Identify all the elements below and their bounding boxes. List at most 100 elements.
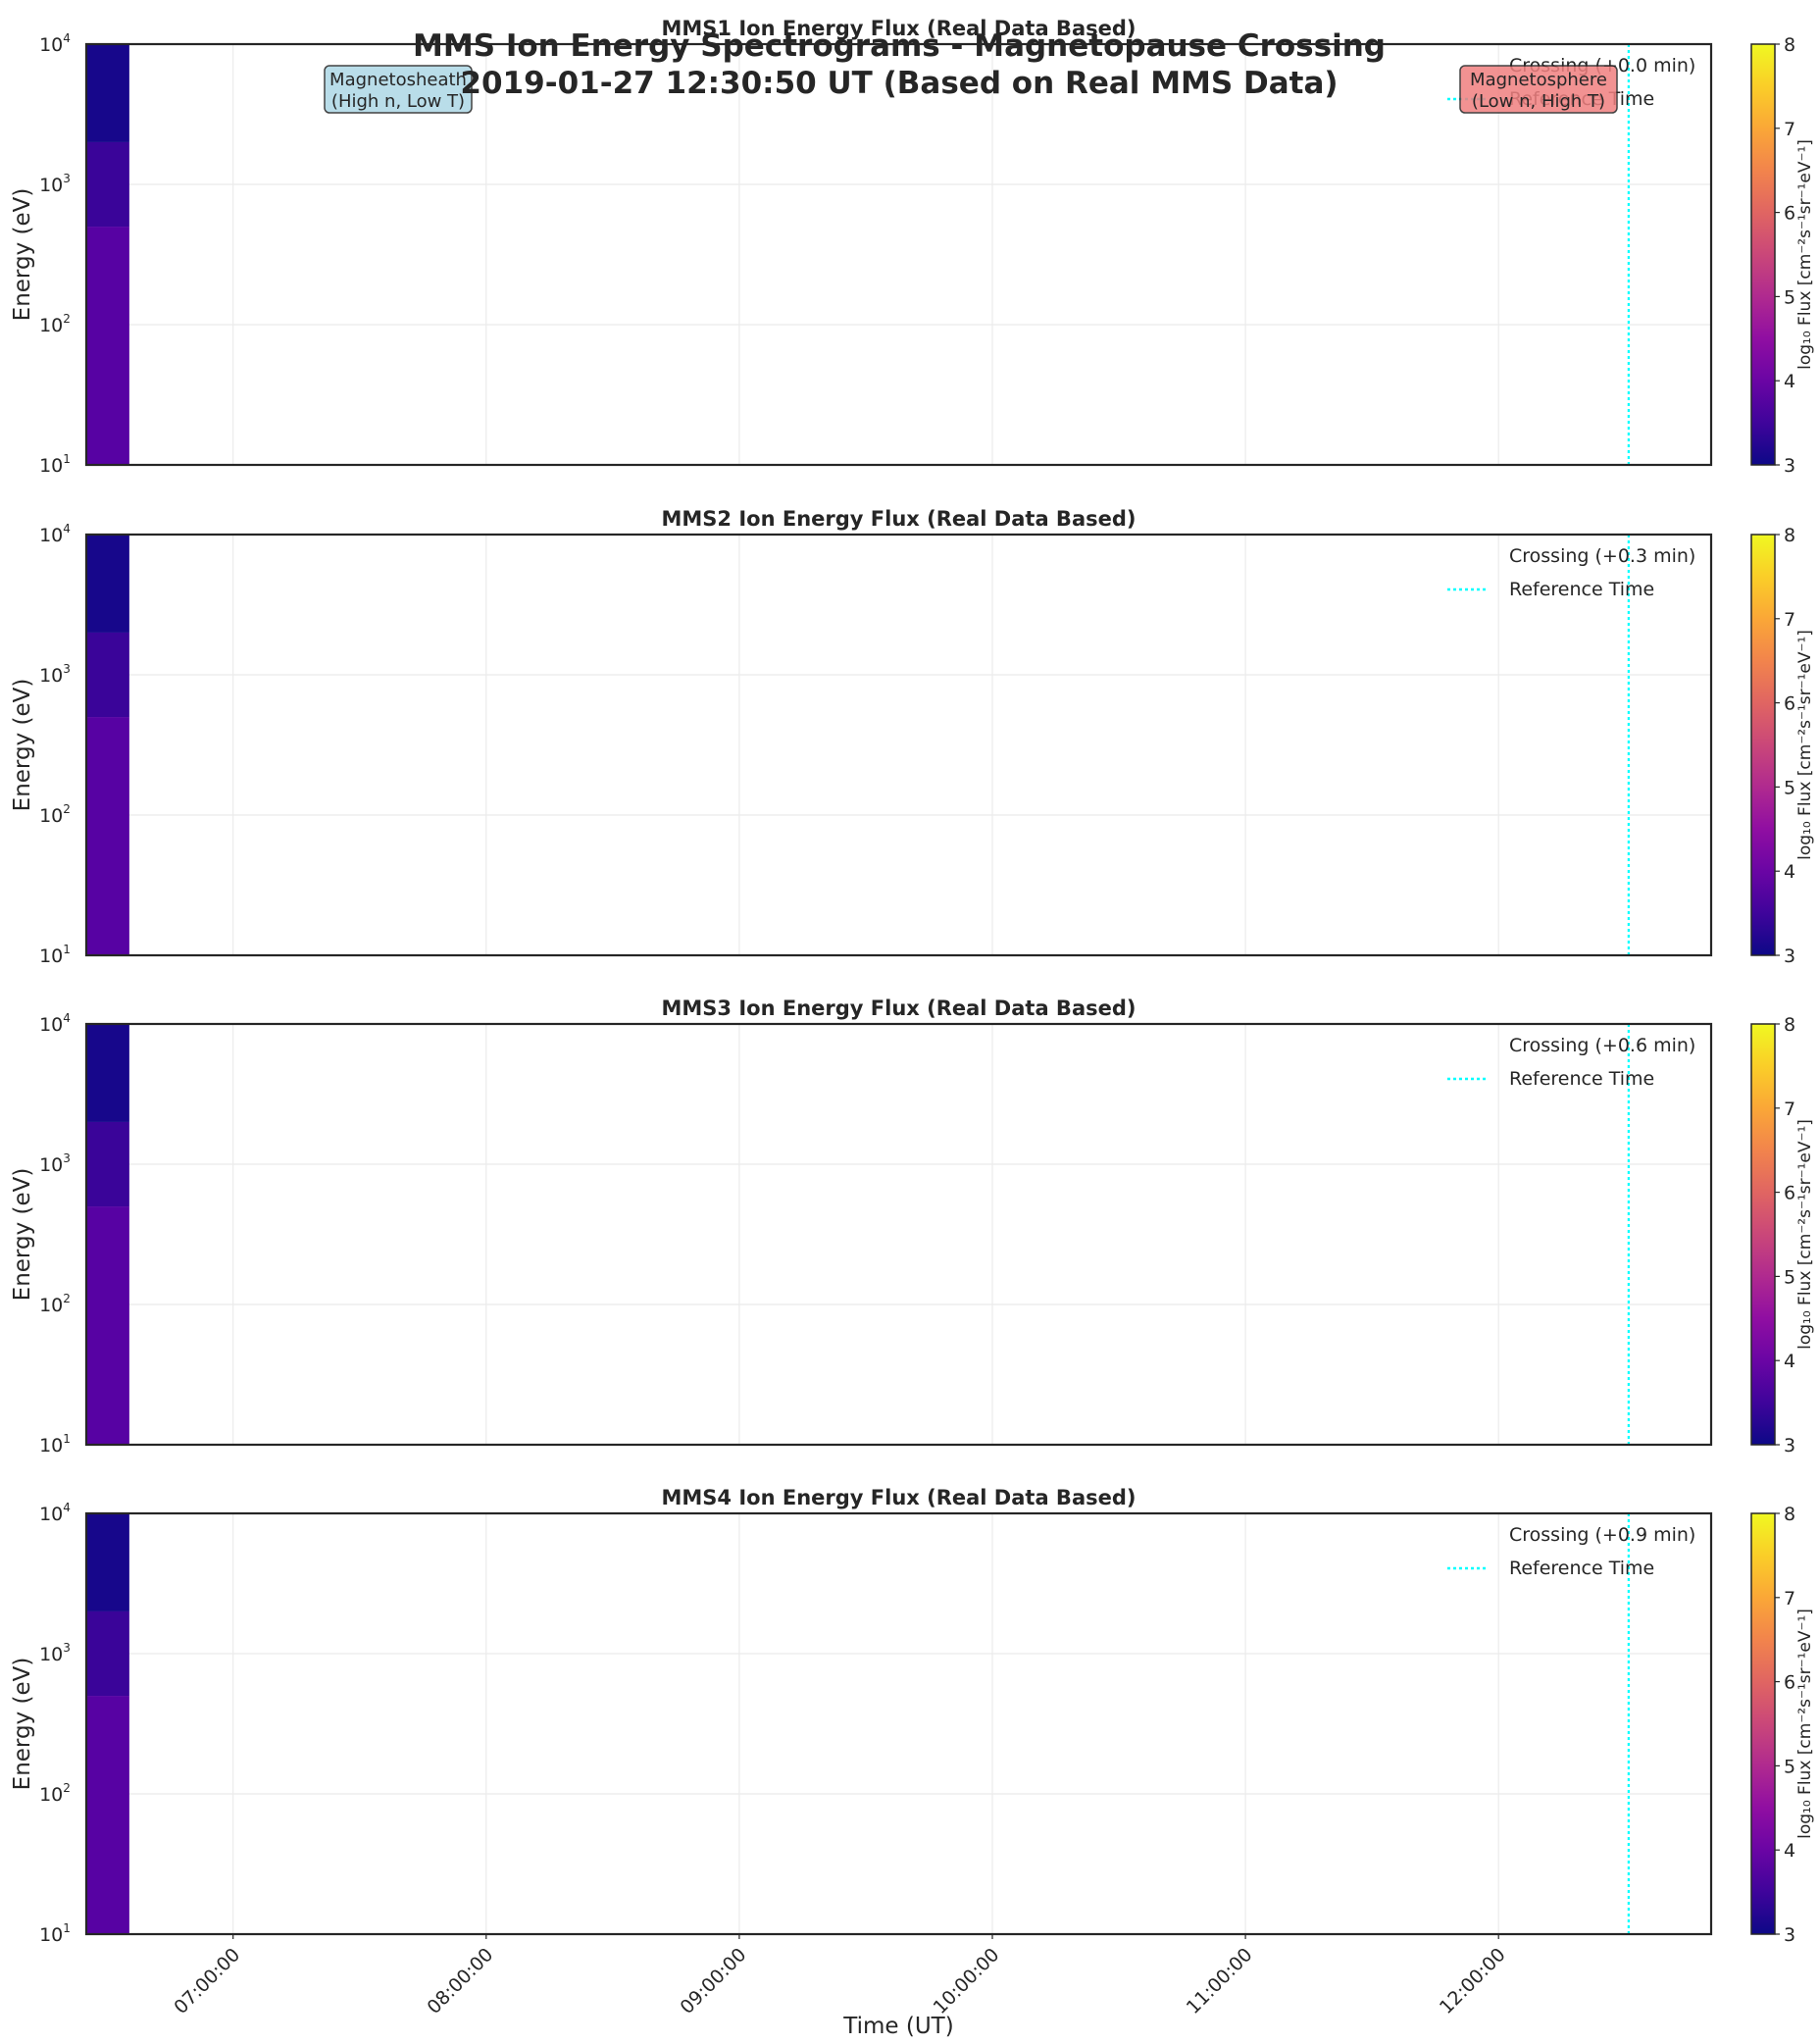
y-tick-label: 101 — [39, 452, 71, 477]
colorbar-tick-label: 8 — [1784, 34, 1795, 56]
y-tick-exponent: 3 — [63, 172, 71, 185]
y-tick-exponent: 3 — [63, 1641, 71, 1655]
y-tick-exponent: 4 — [63, 522, 71, 536]
colorbar-tick-label: 8 — [1784, 525, 1795, 546]
colorbar-tick-label: 5 — [1784, 1756, 1795, 1777]
y-tick-base: 10 — [39, 665, 63, 687]
x-tick-label: 08:00:00 — [423, 1944, 497, 2018]
flux-cell — [86, 1513, 129, 1611]
y-tick-label: 103 — [39, 1151, 71, 1176]
legend-crossing-swatch — [1447, 550, 1469, 560]
y-tick-exponent: 1 — [63, 452, 71, 466]
y-tick-exponent: 1 — [63, 1432, 71, 1446]
y-tick-label: 103 — [39, 1641, 71, 1665]
legend-reference-label: Reference Time — [1509, 1068, 1654, 1090]
colorbar-tick-label: 7 — [1784, 1588, 1795, 1610]
y-tick-label: 101 — [39, 1432, 71, 1456]
y-tick-exponent: 2 — [63, 312, 71, 326]
y-tick-base: 10 — [39, 1924, 63, 1946]
y-tick-exponent: 4 — [63, 31, 71, 45]
y-tick-exponent: 1 — [63, 1921, 71, 1935]
y-tick-exponent: 4 — [63, 1011, 71, 1025]
magnetosheath-annotation-line2: (High n, Low T) — [331, 91, 465, 112]
x-tick-label: 10:00:00 — [930, 1944, 1004, 2018]
colorbar-tick-label: 5 — [1784, 777, 1795, 798]
panel-title: MMS1 Ion Energy Flux (Real Data Based) — [662, 17, 1137, 40]
y-tick-label: 102 — [39, 1781, 71, 1806]
flux-cell — [86, 535, 129, 633]
flux-cell — [86, 1610, 129, 1697]
magnetosphere-annotation-box — [1459, 65, 1618, 114]
colorbar — [1750, 1023, 1776, 1446]
colorbar-tick-label: 3 — [1784, 455, 1795, 477]
flux-cell — [86, 1206, 129, 1445]
figure-title-line1: MMS Ion Energy Spectrograms - Magnetopau… — [413, 28, 1386, 64]
colorbar-label: log₁₀ Flux [cm⁻²s⁻¹sr⁻¹eV⁻¹] — [1795, 139, 1815, 370]
y-axis-label: Energy (eV) — [10, 679, 35, 812]
y-tick-label: 101 — [39, 943, 71, 967]
colorbar-tick-label: 8 — [1784, 1504, 1795, 1525]
y-tick-exponent: 2 — [63, 1292, 71, 1305]
y-tick-base: 10 — [39, 805, 63, 827]
legend-crossing-label: Crossing (+0.3 min) — [1509, 545, 1695, 567]
colorbar-label: log₁₀ Flux [cm⁻²s⁻¹sr⁻¹eV⁻¹] — [1795, 1119, 1815, 1350]
figure-title-line2: 2019-01-27 12:30:50 UT (Based on Real MM… — [460, 66, 1338, 101]
y-tick-base: 10 — [39, 1435, 63, 1456]
colorbar-tick-label: 4 — [1784, 1840, 1795, 1862]
axes-frame — [84, 533, 1713, 957]
y-tick-label: 104 — [39, 522, 71, 546]
magnetosheath-annotation-box — [324, 65, 473, 114]
legend-crossing-swatch — [1447, 1040, 1469, 1049]
magnetosheath-annotation-line1: Magnetosheath — [329, 70, 467, 90]
axes-frame — [84, 1022, 1713, 1447]
axes-frame — [84, 1511, 1713, 1936]
colorbar-tick-label: 7 — [1784, 609, 1795, 631]
legend-crossing-label: Crossing (+0.9 min) — [1509, 1524, 1695, 1546]
colorbar-tick-label: 6 — [1784, 693, 1795, 715]
magnetosphere-annotation-line2: (Low n, High T) — [1472, 91, 1605, 112]
colorbar — [1750, 43, 1776, 466]
x-tick-label: 07:00:00 — [170, 1944, 244, 2018]
y-tick-base: 10 — [39, 455, 63, 477]
y-tick-base: 10 — [39, 1014, 63, 1036]
legend-crossing-swatch — [1447, 60, 1469, 70]
plot-area — [86, 44, 1711, 465]
legend-reference-label: Reference Time — [1509, 1558, 1654, 1579]
legend-reference-label: Reference Time — [1509, 579, 1654, 600]
y-tick-exponent: 2 — [63, 1781, 71, 1795]
colorbar-tick-label: 4 — [1784, 1351, 1795, 1372]
plot-area — [86, 535, 1711, 955]
plot-area — [86, 1024, 1711, 1445]
colorbar-tick-label: 3 — [1784, 1924, 1795, 1946]
y-tick-base: 10 — [39, 1154, 63, 1176]
colorbar — [1750, 534, 1776, 956]
y-tick-label: 104 — [39, 31, 71, 56]
y-axis-label: Energy (eV) — [10, 1168, 35, 1302]
y-tick-base: 10 — [39, 945, 63, 967]
colorbar-tick-label: 8 — [1784, 1014, 1795, 1036]
y-tick-base: 10 — [39, 315, 63, 336]
colorbar-tick-label: 4 — [1784, 371, 1795, 392]
y-tick-exponent: 3 — [63, 662, 71, 676]
y-tick-base: 10 — [39, 34, 63, 56]
colorbar-tick-label: 4 — [1784, 861, 1795, 883]
y-tick-label: 104 — [39, 1011, 71, 1036]
y-axis-label: Energy (eV) — [10, 188, 35, 322]
flux-cell — [86, 141, 129, 228]
y-tick-base: 10 — [39, 1504, 63, 1525]
colorbar — [1750, 1512, 1776, 1935]
y-tick-base: 10 — [39, 525, 63, 546]
y-tick-exponent: 4 — [63, 1501, 71, 1514]
panel-title: MMS2 Ion Energy Flux (Real Data Based) — [662, 507, 1137, 531]
colorbar-tick-label: 7 — [1784, 119, 1795, 140]
colorbar-tick-label: 3 — [1784, 1435, 1795, 1456]
magnetosphere-annotation-line1: Magnetosphere — [1470, 70, 1607, 90]
legend-crossing-swatch — [1447, 1529, 1469, 1539]
y-tick-label: 102 — [39, 312, 71, 336]
panel-title: MMS4 Ion Energy Flux (Real Data Based) — [662, 1486, 1137, 1509]
y-axis-label: Energy (eV) — [10, 1658, 35, 1791]
flux-cell — [86, 227, 129, 465]
y-tick-base: 10 — [39, 1784, 63, 1806]
